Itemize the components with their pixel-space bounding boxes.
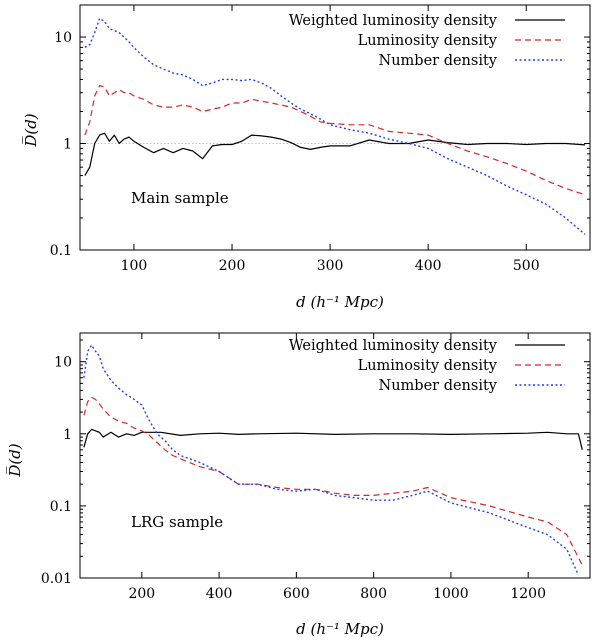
lrg-x-ticks: 200 400 600 800 1000 1200 <box>128 333 546 602</box>
main-y-tick-label: 1 <box>63 137 72 153</box>
main-series-group <box>84 17 586 235</box>
lrg-x-axis-label: d (h⁻¹ Mpc) <box>296 620 384 638</box>
main-x-tick-label: 400 <box>415 258 442 274</box>
main-legend-label-number: Number density <box>379 53 498 69</box>
lrg-sample-panel: 200 400 600 800 1000 1200 0.01 0.1 1 10 Weighted… <box>5 332 591 638</box>
lrg-plot-frame <box>79 332 591 579</box>
lrg-y-tick-label: 0.01 <box>41 571 72 587</box>
main-series-luminosity-line <box>84 84 586 196</box>
main-y-tick-label: 0.1 <box>50 243 72 259</box>
lrg-series-weighted-luminosity-line <box>83 428 583 450</box>
main-x-tick-label: 500 <box>513 258 540 274</box>
lrg-legend-label-weighted: Weighted luminosity density <box>289 338 498 354</box>
main-x-tick-label: 300 <box>317 258 344 274</box>
lrg-legend: Weighted luminosity density Luminosity d… <box>289 338 565 394</box>
lrg-y-axis-label: D̅(d) <box>5 443 24 477</box>
main-x-tick-label: 100 <box>121 258 148 274</box>
lrg-annotation: LRG sample <box>131 513 223 531</box>
lrg-legend-label-number: Number density <box>379 378 498 394</box>
main-sample-panel: 100 200 300 400 500 0.1 1 10 Weighted luminosi… <box>21 4 591 311</box>
lrg-y-tick-label: 1 <box>63 427 72 443</box>
lrg-x-tick-label: 600 <box>283 586 310 602</box>
lrg-y-tick-label: 0.1 <box>50 499 72 515</box>
main-y-axis-label: D̅(d) <box>21 113 40 147</box>
main-legend: Weighted luminosity density Luminosity d… <box>289 13 565 69</box>
lrg-x-tick-label: 800 <box>360 586 387 602</box>
lrg-series-group <box>83 344 583 576</box>
main-legend-label-luminosity: Luminosity density <box>358 33 498 49</box>
lrg-series-luminosity-line <box>83 396 583 566</box>
main-plot-frame <box>79 4 591 251</box>
lrg-series-number-line <box>83 344 580 576</box>
main-series-weighted-luminosity-line <box>84 132 586 176</box>
lrg-x-tick-label: 400 <box>206 586 233 602</box>
main-x-axis-label: d (h⁻¹ Mpc) <box>296 293 384 311</box>
lrg-y-tick-label: 10 <box>54 355 72 371</box>
lrg-x-tick-label: 1000 <box>433 586 469 602</box>
main-series-number-line <box>84 17 586 235</box>
lrg-x-tick-label: 1200 <box>510 586 546 602</box>
lrg-x-tick-label: 200 <box>128 586 155 602</box>
main-annotation: Main sample <box>131 189 229 207</box>
lrg-y-ticks: 0.01 0.1 1 10 <box>41 339 590 587</box>
main-x-ticks: 100 200 300 400 500 <box>121 5 540 274</box>
main-x-tick-label: 200 <box>219 258 246 274</box>
main-y-tick-label: 10 <box>54 30 72 46</box>
main-y-ticks: 0.1 1 10 <box>50 4 590 259</box>
lrg-legend-label-luminosity: Luminosity density <box>358 358 498 374</box>
main-legend-label-weighted: Weighted luminosity density <box>289 13 498 29</box>
